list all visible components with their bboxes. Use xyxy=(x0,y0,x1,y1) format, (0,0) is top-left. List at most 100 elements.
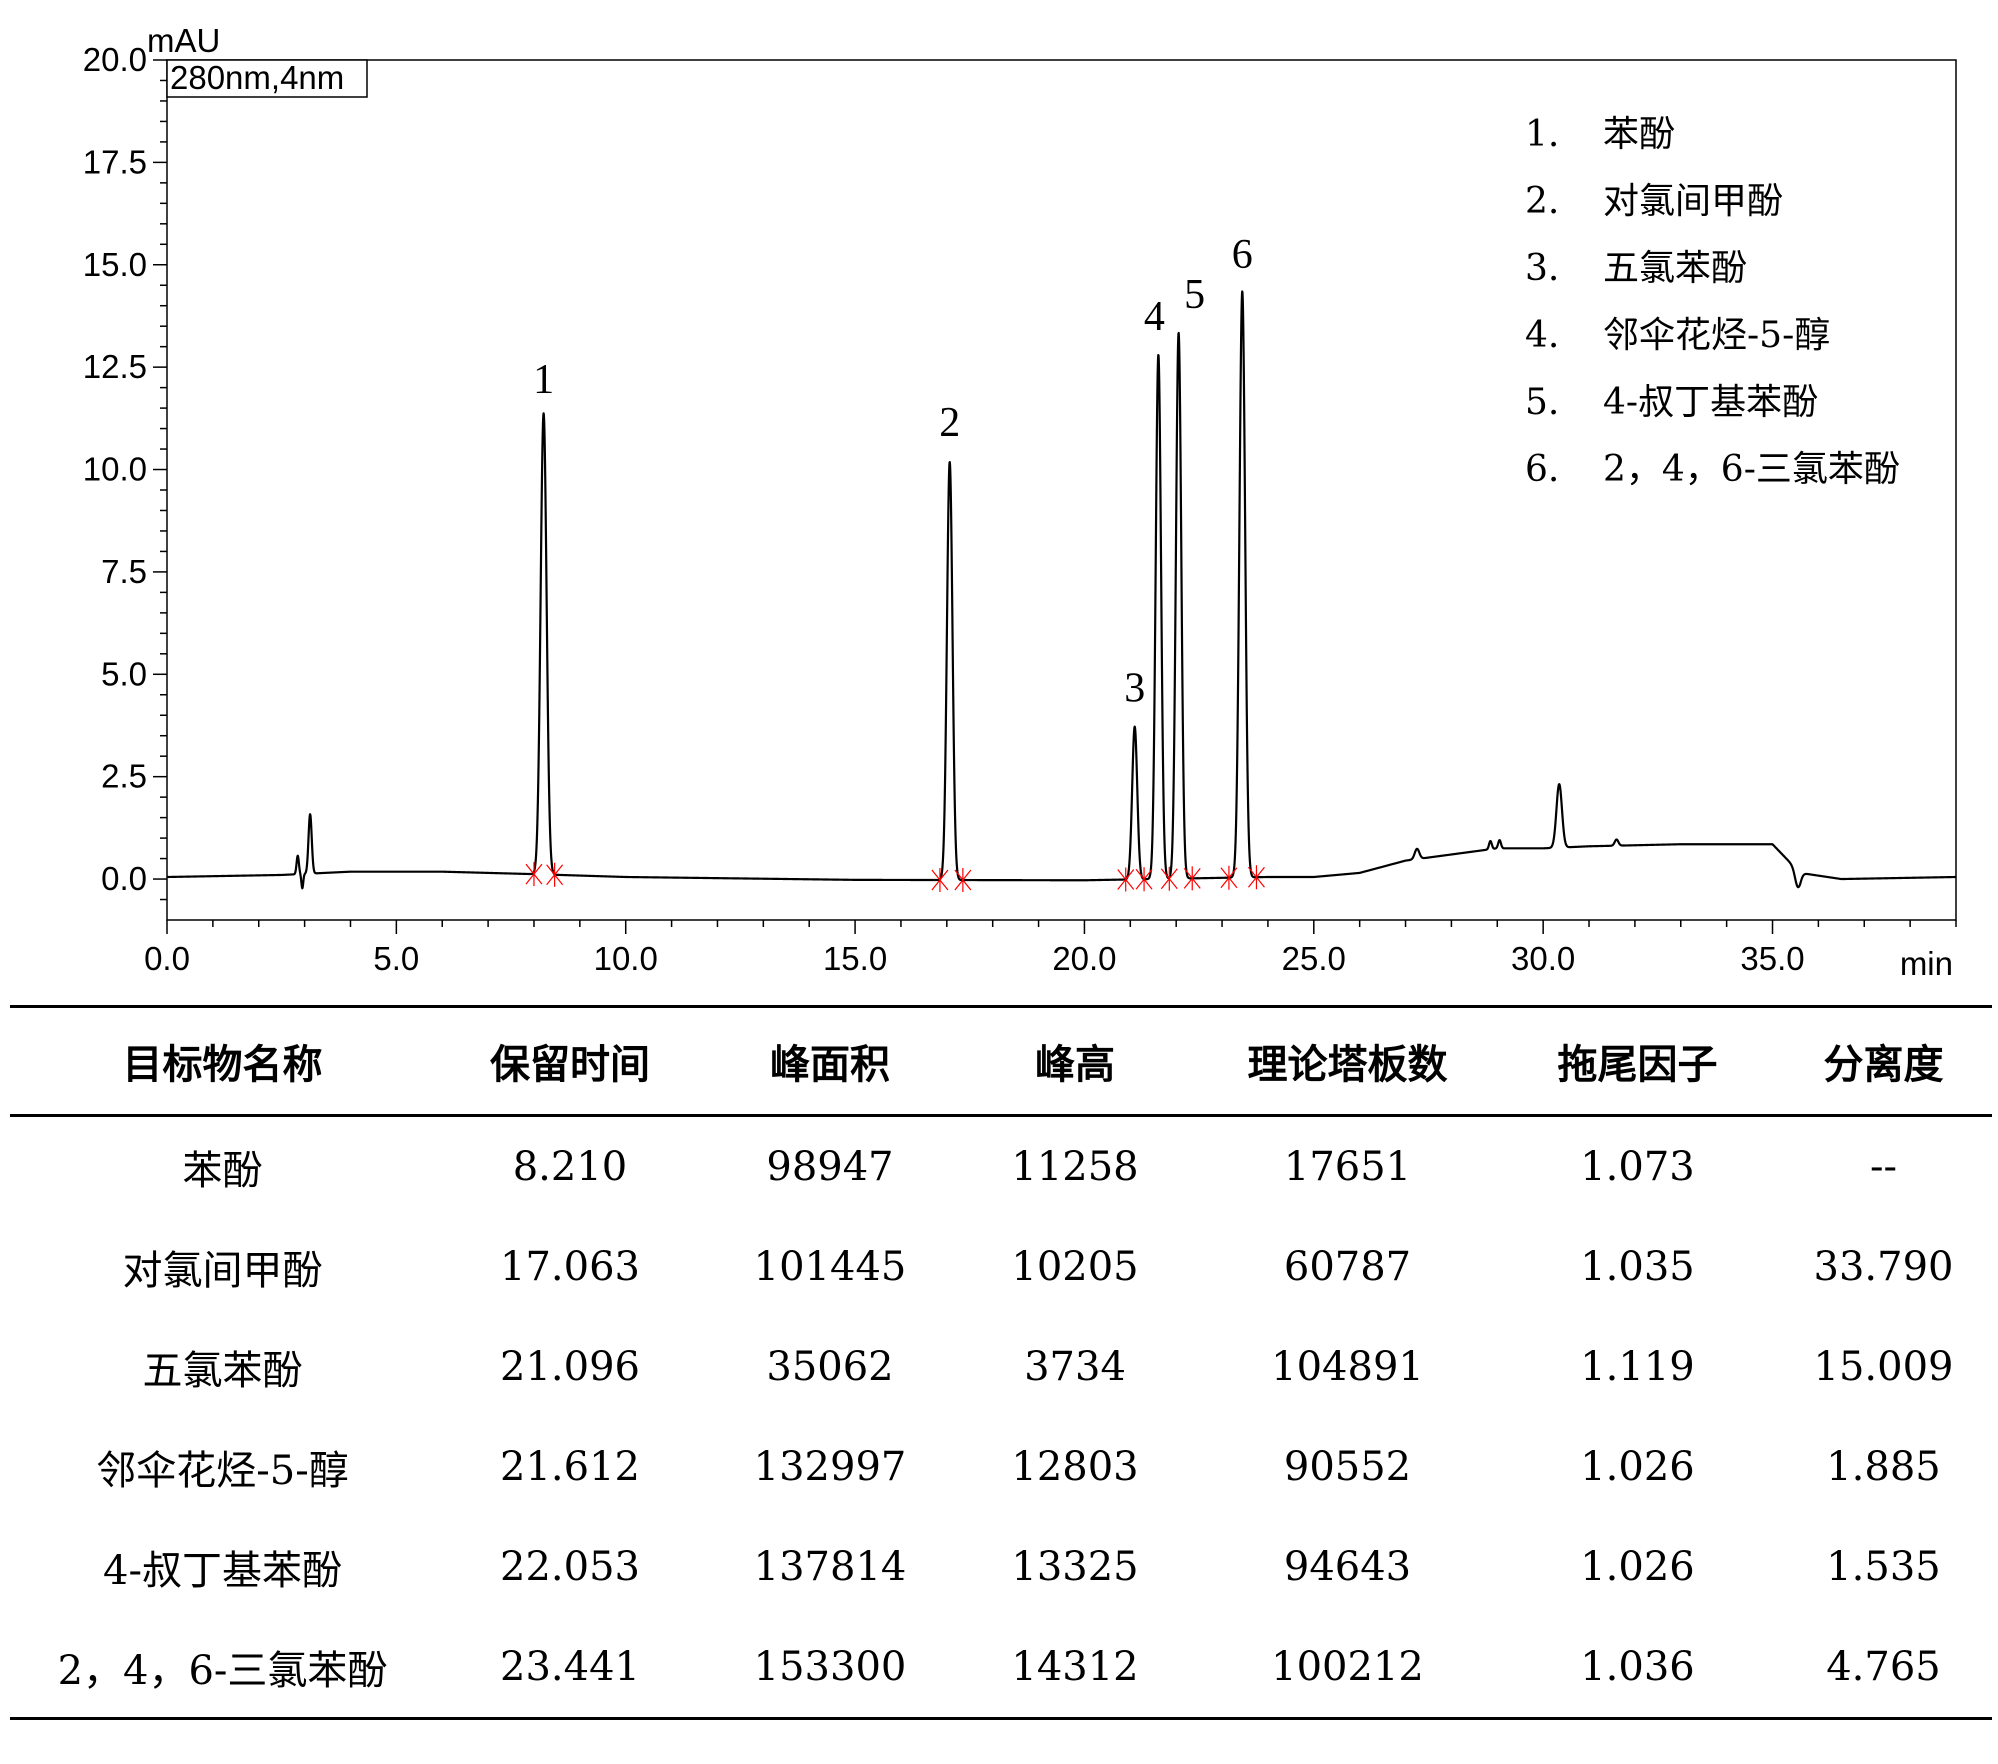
table-cell: 33.790 xyxy=(1813,1244,1954,1290)
table-row: 4-叔丁基苯酚 22.053 137814 13325 94643 1.026 … xyxy=(10,1517,1992,1617)
header-resolution: 分离度 xyxy=(1775,1005,1992,1117)
table-cell: 8.210 xyxy=(512,1144,628,1190)
table-cell: 1.073 xyxy=(1580,1144,1695,1190)
x-tick-label: 35.0 xyxy=(1740,940,1804,977)
table-cell: 1.885 xyxy=(1826,1444,1941,1490)
y-tick-label: 10.0 xyxy=(83,451,147,488)
table-cell: 对氯间甲酚 xyxy=(122,1248,323,1294)
table-row: 五氯苯酚 21.096 35062 3734 104891 1.119 15.0… xyxy=(10,1317,1992,1417)
legend-label: 五氯苯酚 xyxy=(1603,248,1747,289)
integration-mark xyxy=(1183,866,1201,891)
table-row: 邻伞花烃-5-醇 21.612 132997 12803 90552 1.026… xyxy=(10,1417,1992,1517)
y-tick-label: 17.5 xyxy=(83,143,147,180)
integration-mark xyxy=(954,868,972,893)
y-tick-label: 7.5 xyxy=(101,553,147,590)
table-cell: 23.441 xyxy=(435,1617,705,1720)
x-tick-label: 25.0 xyxy=(1282,940,1346,977)
table-cell: 22.053 xyxy=(500,1544,640,1590)
table-cell: 98947 xyxy=(766,1144,894,1190)
integration-mark xyxy=(525,862,543,887)
legend-label: 4-叔丁基苯酚 xyxy=(1603,382,1818,423)
table-cell: 90552 xyxy=(1283,1444,1412,1490)
integration-mark xyxy=(1117,867,1135,892)
peak-table: 目标物名称 保留时间 峰面积 峰高 理论塔板数 拖尾因子 分离度 苯酚 8.21… xyxy=(10,1005,1992,1720)
table-row: 苯酚 8.210 98947 11258 17651 1.073 -- xyxy=(10,1116,1992,1218)
table-cell: 11258 xyxy=(1011,1144,1139,1190)
legend-number: 3. xyxy=(1525,248,1559,289)
y-tick-label: 15.0 xyxy=(83,246,147,283)
x-tick-label: 10.0 xyxy=(594,940,658,977)
table-row: 对氯间甲酚 17.063 101445 10205 60787 1.035 33… xyxy=(10,1217,1992,1317)
peak-label: 2 xyxy=(939,400,960,446)
legend-number: 4. xyxy=(1525,315,1559,356)
table-cell: 1.035 xyxy=(1580,1244,1695,1290)
x-tick-label: 30.0 xyxy=(1511,940,1575,977)
y-tick-label: 0.0 xyxy=(101,860,147,897)
table-cell: 17651 xyxy=(1283,1144,1412,1190)
table-cell: 15.009 xyxy=(1813,1344,1954,1390)
table-cell: 4.765 xyxy=(1775,1617,1992,1720)
chromatogram-line xyxy=(166,290,1957,890)
table-cell: 3734 xyxy=(1024,1344,1126,1390)
y-tick-label: 2.5 xyxy=(101,758,147,795)
table-cell: -- xyxy=(1869,1144,1898,1190)
table-cell: 1.119 xyxy=(1580,1344,1695,1390)
table-cell: 60787 xyxy=(1283,1244,1412,1290)
header-peak-height: 峰高 xyxy=(955,1005,1195,1117)
header-compound-name: 目标物名称 xyxy=(10,1005,435,1117)
header-theoretical-plates: 理论塔板数 xyxy=(1195,1005,1500,1117)
table-cell: 12803 xyxy=(1011,1444,1139,1490)
y-tick-label: 20.0 xyxy=(83,41,147,78)
table-cell: 1.535 xyxy=(1826,1544,1941,1590)
integration-mark xyxy=(546,862,564,887)
legend-number: 1. xyxy=(1525,114,1559,155)
table-cell: 132997 xyxy=(753,1444,907,1490)
integration-marks xyxy=(525,862,1265,893)
table-cell: 21.096 xyxy=(500,1344,640,1390)
legend: 1. 苯酚 2. 对氯间甲酚 3. 五氯苯酚 4. 邻伞花烃-5-醇 5. 4-叔丁基苯酚 6. 2，… xyxy=(1525,114,1900,490)
header-retention-time: 保留时间 xyxy=(435,1005,705,1117)
header-tailing-factor: 拖尾因子 xyxy=(1500,1005,1775,1117)
chromatogram-series xyxy=(166,290,1957,890)
table-cell: 94643 xyxy=(1283,1544,1412,1590)
y-axis-unit-label: mAU xyxy=(147,22,220,59)
legend-number: 2. xyxy=(1525,181,1559,222)
table-cell: 1.036 xyxy=(1500,1617,1775,1720)
peak-label: 4 xyxy=(1144,294,1165,340)
y-tick-label: 12.5 xyxy=(83,348,147,385)
legend-number: 6. xyxy=(1525,449,1559,490)
table-cell: 4-叔丁基苯酚 xyxy=(103,1548,342,1594)
x-axis-unit-label: min xyxy=(1900,945,1953,982)
table-cell: 苯酚 xyxy=(182,1148,263,1194)
peak-label: 1 xyxy=(533,357,554,403)
chromatogram-chart: 0.0 5.0 10.0 15.0 20.0 25.0 30.0 35.0 0.02.55.0… xyxy=(83,22,1957,982)
table-cell: 17.063 xyxy=(500,1244,640,1290)
table-cell: 100212 xyxy=(1195,1617,1500,1720)
table-cell: 35062 xyxy=(766,1344,894,1390)
table-cell: 13325 xyxy=(1011,1544,1139,1590)
peak-label: 3 xyxy=(1124,665,1145,711)
x-tick-label: 0.0 xyxy=(144,940,190,977)
table-cell: 2，4，6-三氯苯酚 xyxy=(10,1617,435,1720)
integration-mark xyxy=(1160,866,1178,891)
table-cell: 104891 xyxy=(1271,1344,1424,1390)
integration-mark xyxy=(1247,865,1265,890)
legend-label: 对氯间甲酚 xyxy=(1603,181,1783,222)
peak-labels: 1 2 3 4 56 xyxy=(533,232,1253,711)
legend-number: 5. xyxy=(1525,382,1559,423)
integration-mark xyxy=(1135,867,1153,892)
table-cell: 10205 xyxy=(1011,1244,1139,1290)
legend-label: 苯酚 xyxy=(1603,114,1675,155)
legend-label: 邻伞花烃-5-醇 xyxy=(1603,315,1830,356)
table-cell: 101445 xyxy=(753,1244,907,1290)
legend-label: 2，4，6-三氯苯酚 xyxy=(1603,449,1900,490)
peak-label: 5 xyxy=(1184,272,1205,318)
table-cell: 邻伞花烃-5-醇 xyxy=(96,1448,349,1494)
y-axis: 0.0 2.5 5.0 7.5 10.0 12.5 15.0 17.5 20.0 xyxy=(83,41,167,901)
wavelength-box xyxy=(166,59,368,98)
table-cell: 1.026 xyxy=(1580,1444,1695,1490)
table-cell: 五氯苯酚 xyxy=(142,1348,303,1394)
x-tick-label: 15.0 xyxy=(823,940,887,977)
y-tick-label: 5.0 xyxy=(101,655,147,692)
wavelength-label: 280nm,4nm xyxy=(170,59,344,96)
